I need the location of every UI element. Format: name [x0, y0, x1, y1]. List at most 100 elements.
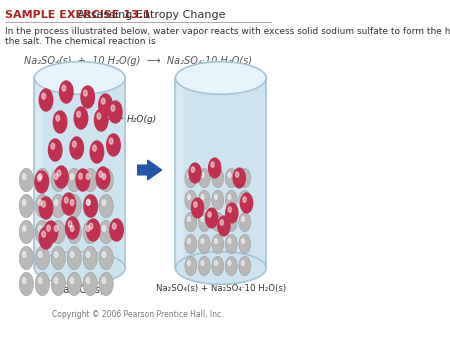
Circle shape [70, 137, 83, 159]
Circle shape [107, 134, 120, 156]
Circle shape [54, 199, 58, 206]
Text: SAMPLE EXERCISE 13.1: SAMPLE EXERCISE 13.1 [5, 10, 151, 20]
Circle shape [228, 217, 231, 221]
Circle shape [102, 225, 106, 232]
Circle shape [86, 225, 90, 232]
Circle shape [233, 168, 245, 188]
Circle shape [67, 220, 81, 244]
Circle shape [54, 166, 68, 188]
Circle shape [66, 217, 79, 239]
Circle shape [215, 195, 217, 199]
Circle shape [188, 195, 190, 199]
Circle shape [242, 261, 244, 266]
Circle shape [201, 239, 204, 243]
Circle shape [198, 234, 210, 254]
Circle shape [47, 225, 50, 231]
Circle shape [101, 98, 105, 104]
Circle shape [38, 277, 42, 284]
Circle shape [19, 168, 34, 192]
Circle shape [194, 202, 197, 207]
Circle shape [76, 169, 90, 191]
Circle shape [99, 272, 113, 296]
FancyBboxPatch shape [177, 81, 184, 265]
Circle shape [242, 173, 244, 177]
Circle shape [235, 172, 239, 177]
Circle shape [209, 158, 221, 178]
Circle shape [22, 174, 26, 179]
Circle shape [93, 145, 96, 151]
Circle shape [110, 219, 123, 241]
Circle shape [228, 195, 231, 199]
Circle shape [70, 199, 74, 206]
Circle shape [86, 199, 90, 206]
Ellipse shape [34, 62, 125, 94]
Circle shape [19, 246, 34, 270]
Circle shape [76, 111, 81, 117]
Circle shape [49, 139, 62, 161]
Circle shape [185, 212, 197, 232]
Circle shape [198, 190, 210, 210]
Circle shape [51, 246, 65, 270]
Text: Na₂SO₄(s): Na₂SO₄(s) [56, 284, 104, 294]
Circle shape [83, 90, 87, 96]
Circle shape [188, 217, 190, 221]
Circle shape [228, 207, 231, 212]
Circle shape [225, 212, 237, 232]
Circle shape [54, 225, 58, 232]
Circle shape [99, 168, 113, 192]
Circle shape [86, 219, 100, 241]
Circle shape [206, 208, 218, 228]
Circle shape [70, 225, 74, 232]
Circle shape [212, 234, 224, 254]
Circle shape [57, 170, 61, 176]
Circle shape [51, 272, 65, 296]
Circle shape [19, 220, 34, 244]
Circle shape [54, 277, 58, 284]
Circle shape [83, 272, 97, 296]
Circle shape [89, 223, 93, 229]
Text: Na₂SO₄(s) + Na₂SO₄·10 H₂O(s): Na₂SO₄(s) + Na₂SO₄·10 H₂O(s) [156, 284, 286, 293]
Circle shape [67, 272, 81, 296]
Circle shape [243, 197, 246, 202]
Circle shape [22, 251, 26, 258]
Circle shape [201, 173, 204, 177]
Circle shape [242, 239, 244, 243]
Text: In the process illustrated below, water vapor reacts with excess solid sodium su: In the process illustrated below, water … [5, 27, 450, 46]
Circle shape [228, 239, 231, 243]
Circle shape [211, 162, 214, 167]
Text: H₂O(g): H₂O(g) [126, 115, 157, 124]
Circle shape [225, 256, 237, 276]
Circle shape [44, 221, 58, 243]
Circle shape [239, 168, 251, 188]
Circle shape [35, 171, 49, 193]
Circle shape [62, 193, 76, 215]
Circle shape [81, 86, 94, 108]
Circle shape [201, 261, 204, 266]
FancyBboxPatch shape [36, 81, 42, 265]
Circle shape [86, 277, 90, 284]
FancyArrowPatch shape [138, 160, 162, 180]
Circle shape [185, 168, 197, 188]
Ellipse shape [176, 252, 266, 284]
Circle shape [70, 251, 74, 258]
Circle shape [225, 234, 237, 254]
Circle shape [226, 203, 238, 223]
Circle shape [64, 197, 68, 203]
Circle shape [208, 212, 211, 217]
Circle shape [191, 198, 203, 218]
Circle shape [79, 173, 82, 179]
Circle shape [96, 167, 110, 189]
Circle shape [212, 212, 224, 232]
Circle shape [239, 212, 251, 232]
Circle shape [83, 220, 97, 244]
Circle shape [67, 194, 81, 218]
Circle shape [19, 194, 34, 218]
Circle shape [99, 220, 113, 244]
Ellipse shape [34, 252, 125, 284]
Circle shape [51, 168, 65, 192]
Circle shape [242, 195, 244, 199]
Circle shape [99, 246, 113, 270]
Circle shape [188, 173, 190, 177]
Circle shape [90, 141, 104, 163]
Circle shape [51, 194, 65, 218]
